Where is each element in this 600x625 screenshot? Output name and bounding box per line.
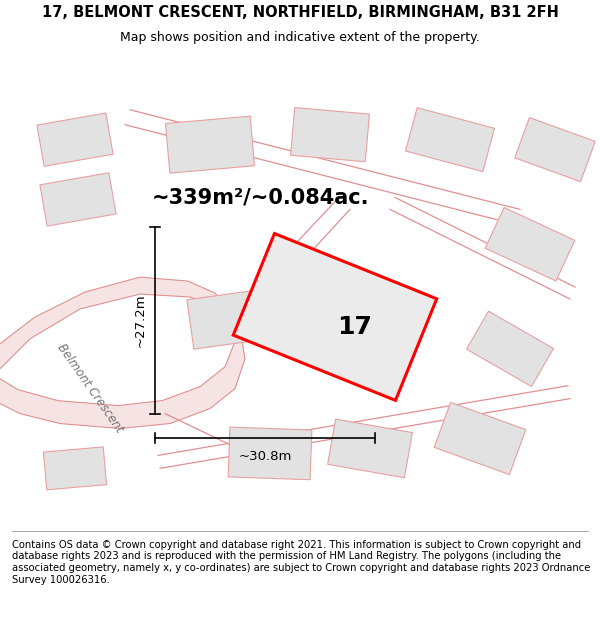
Text: Map shows position and indicative extent of the property.: Map shows position and indicative extent… (120, 31, 480, 44)
Polygon shape (37, 113, 113, 166)
Polygon shape (328, 419, 412, 478)
Polygon shape (485, 208, 575, 281)
Polygon shape (228, 427, 312, 480)
Polygon shape (434, 402, 526, 474)
Polygon shape (0, 277, 245, 429)
Text: 17, BELMONT CRESCENT, NORTHFIELD, BIRMINGHAM, B31 2FH: 17, BELMONT CRESCENT, NORTHFIELD, BIRMIN… (41, 5, 559, 20)
Text: ~27.2m: ~27.2m (134, 294, 147, 348)
Polygon shape (187, 289, 273, 349)
Text: ~30.8m: ~30.8m (238, 451, 292, 463)
Polygon shape (166, 116, 254, 173)
Text: Contains OS data © Crown copyright and database right 2021. This information is : Contains OS data © Crown copyright and d… (12, 540, 590, 584)
Text: ~339m²/~0.084ac.: ~339m²/~0.084ac. (151, 188, 369, 208)
Polygon shape (290, 107, 370, 162)
Polygon shape (515, 118, 595, 182)
Polygon shape (43, 447, 107, 490)
Polygon shape (233, 234, 437, 401)
Text: Belmont Crescent: Belmont Crescent (55, 342, 126, 436)
Polygon shape (406, 107, 494, 172)
Polygon shape (40, 173, 116, 226)
Text: 17: 17 (338, 315, 373, 339)
Polygon shape (467, 311, 553, 386)
